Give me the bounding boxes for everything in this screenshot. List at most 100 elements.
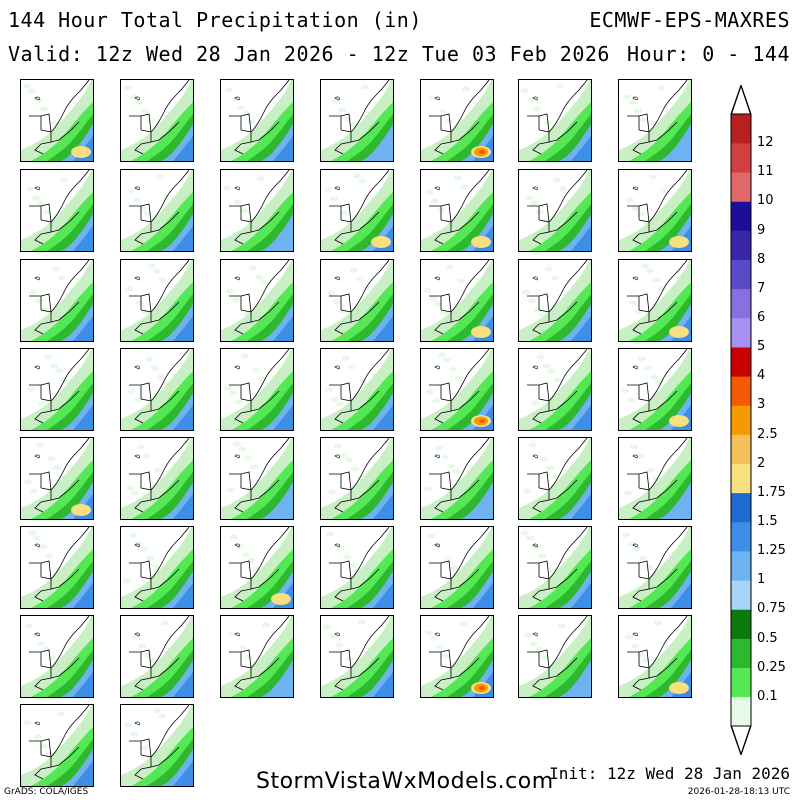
colorbar-tick-label: 1.5: [757, 514, 778, 529]
ensemble-member-map: [618, 526, 692, 609]
colorbar-max-arrow: [730, 85, 752, 115]
ensemble-member-map: [120, 169, 194, 252]
colorbar-band: [731, 318, 751, 348]
ensemble-member-map: [20, 169, 94, 252]
ensemble-member-map: [618, 615, 692, 698]
ensemble-member-map: [20, 79, 94, 162]
ensemble-member-map: [320, 615, 394, 698]
colorbar-band: [731, 667, 751, 698]
ensemble-member-map: [120, 526, 194, 609]
ensemble-member-map: [518, 259, 592, 342]
ensemble-member-map: [420, 259, 494, 342]
colorbar-tick-label: 1.25: [757, 543, 786, 559]
ensemble-member-map: [618, 79, 692, 162]
colorbar-tick-label: 0.1: [757, 688, 778, 704]
ensemble-member-map: [220, 615, 294, 698]
forecast-hour-range: Hour: 0 - 144: [626, 42, 790, 66]
colorbar-tick-label: 6: [757, 310, 766, 325]
colorbar-tick-label: 8: [757, 251, 766, 267]
watermark: StormVistaWxModels.com: [256, 769, 554, 794]
ensemble-member-map: [320, 169, 394, 252]
colorbar-band: [731, 288, 751, 319]
colorbar-min-arrow: [730, 725, 752, 755]
ensemble-member-map: [420, 615, 494, 698]
grads-credit: GrADS: COLA/IGES: [4, 787, 89, 797]
ensemble-member-map: [518, 615, 592, 698]
colorbar-tick-label: 1.75: [757, 484, 786, 500]
ensemble-member-map: [518, 79, 592, 162]
ensemble-member-map: [618, 348, 692, 431]
colorbar-tick-label: 5: [757, 339, 766, 355]
ensemble-member-map: [618, 169, 692, 252]
ensemble-member-map: [20, 526, 94, 609]
colorbar-band: [731, 551, 751, 581]
ensemble-member-map: [420, 169, 494, 252]
ensemble-member-map: [120, 437, 194, 520]
colorbar-band: [731, 376, 751, 406]
ensemble-member-map: [120, 348, 194, 431]
model-name: ECMWF-EPS-MAXRES: [589, 8, 790, 32]
colorbar-band: [731, 201, 751, 231]
ensemble-member-map: [320, 437, 394, 520]
colorbar-tick-label: 12: [757, 135, 774, 151]
colorbar-tick-label: 0.25: [757, 659, 786, 675]
colorbar-tick-label: 1: [757, 572, 766, 588]
ensemble-member-map: [618, 259, 692, 342]
colorbar-band: [731, 609, 751, 639]
ensemble-member-map: [420, 437, 494, 520]
render-timestamp: 2026-01-28-18:13 UTC: [687, 787, 790, 797]
colorbar-band: [731, 580, 751, 610]
colorbar-band: [731, 492, 751, 523]
ensemble-member-map: [20, 615, 94, 698]
map-title: 144 Hour Total Precipitation (in): [8, 8, 422, 32]
ensemble-member-map: [320, 526, 394, 609]
colorbar-tick-label: 2.5: [757, 426, 778, 442]
ensemble-member-map: [120, 79, 194, 162]
ensemble-member-map: [220, 348, 294, 431]
colorbar-band: [731, 434, 751, 465]
ensemble-member-map: [20, 437, 94, 520]
ensemble-member-map: [220, 79, 294, 162]
colorbar-tick-label: 0.75: [757, 601, 786, 617]
ensemble-member-map: [220, 259, 294, 342]
colorbar-band: [731, 696, 751, 727]
init-time: Init: 12z Wed 28 Jan 2026: [549, 764, 790, 783]
colorbar-band: [731, 259, 751, 290]
colorbar-band: [731, 347, 751, 377]
colorbar-band: [731, 114, 751, 144]
ensemble-member-map: [120, 259, 194, 342]
colorbar-band: [731, 405, 751, 435]
ensemble-member-map: [518, 526, 592, 609]
ensemble-member-map: [320, 348, 394, 431]
colorbar-band: [731, 230, 751, 261]
ensemble-member-map: [20, 704, 94, 787]
colorbar-band: [731, 172, 751, 202]
ensemble-member-map: [518, 437, 592, 520]
colorbar-tick-label: 7: [757, 280, 766, 296]
colorbar-band: [731, 638, 751, 669]
precipitation-colorbar: [730, 85, 752, 755]
ensemble-member-map: [420, 79, 494, 162]
ensemble-member-map: [320, 79, 394, 162]
ensemble-member-map: [220, 169, 294, 252]
ensemble-member-map: [20, 348, 94, 431]
colorbar-tick-label: 4: [757, 368, 766, 384]
colorbar-band: [731, 463, 751, 494]
colorbar-tick-label: 11: [757, 164, 774, 180]
ensemble-member-map: [20, 259, 94, 342]
colorbar-tick-label: 2: [757, 455, 766, 471]
colorbar-band: [731, 143, 751, 173]
ensemble-member-map: [220, 526, 294, 609]
ensemble-member-map: [120, 615, 194, 698]
ensemble-member-map: [420, 348, 494, 431]
colorbar-tick-label: 0.5: [757, 630, 778, 646]
colorbar-tick-label: 3: [757, 397, 766, 413]
ensemble-member-map: [220, 437, 294, 520]
ensemble-member-map: [120, 704, 194, 787]
ensemble-member-map: [518, 169, 592, 252]
valid-period: Valid: 12z Wed 28 Jan 2026 - 12z Tue 03 …: [8, 42, 610, 66]
colorbar-tick-label: 9: [757, 222, 766, 238]
ensemble-member-map: [320, 259, 394, 342]
ensemble-member-map: [618, 437, 692, 520]
colorbar-band: [731, 522, 751, 552]
